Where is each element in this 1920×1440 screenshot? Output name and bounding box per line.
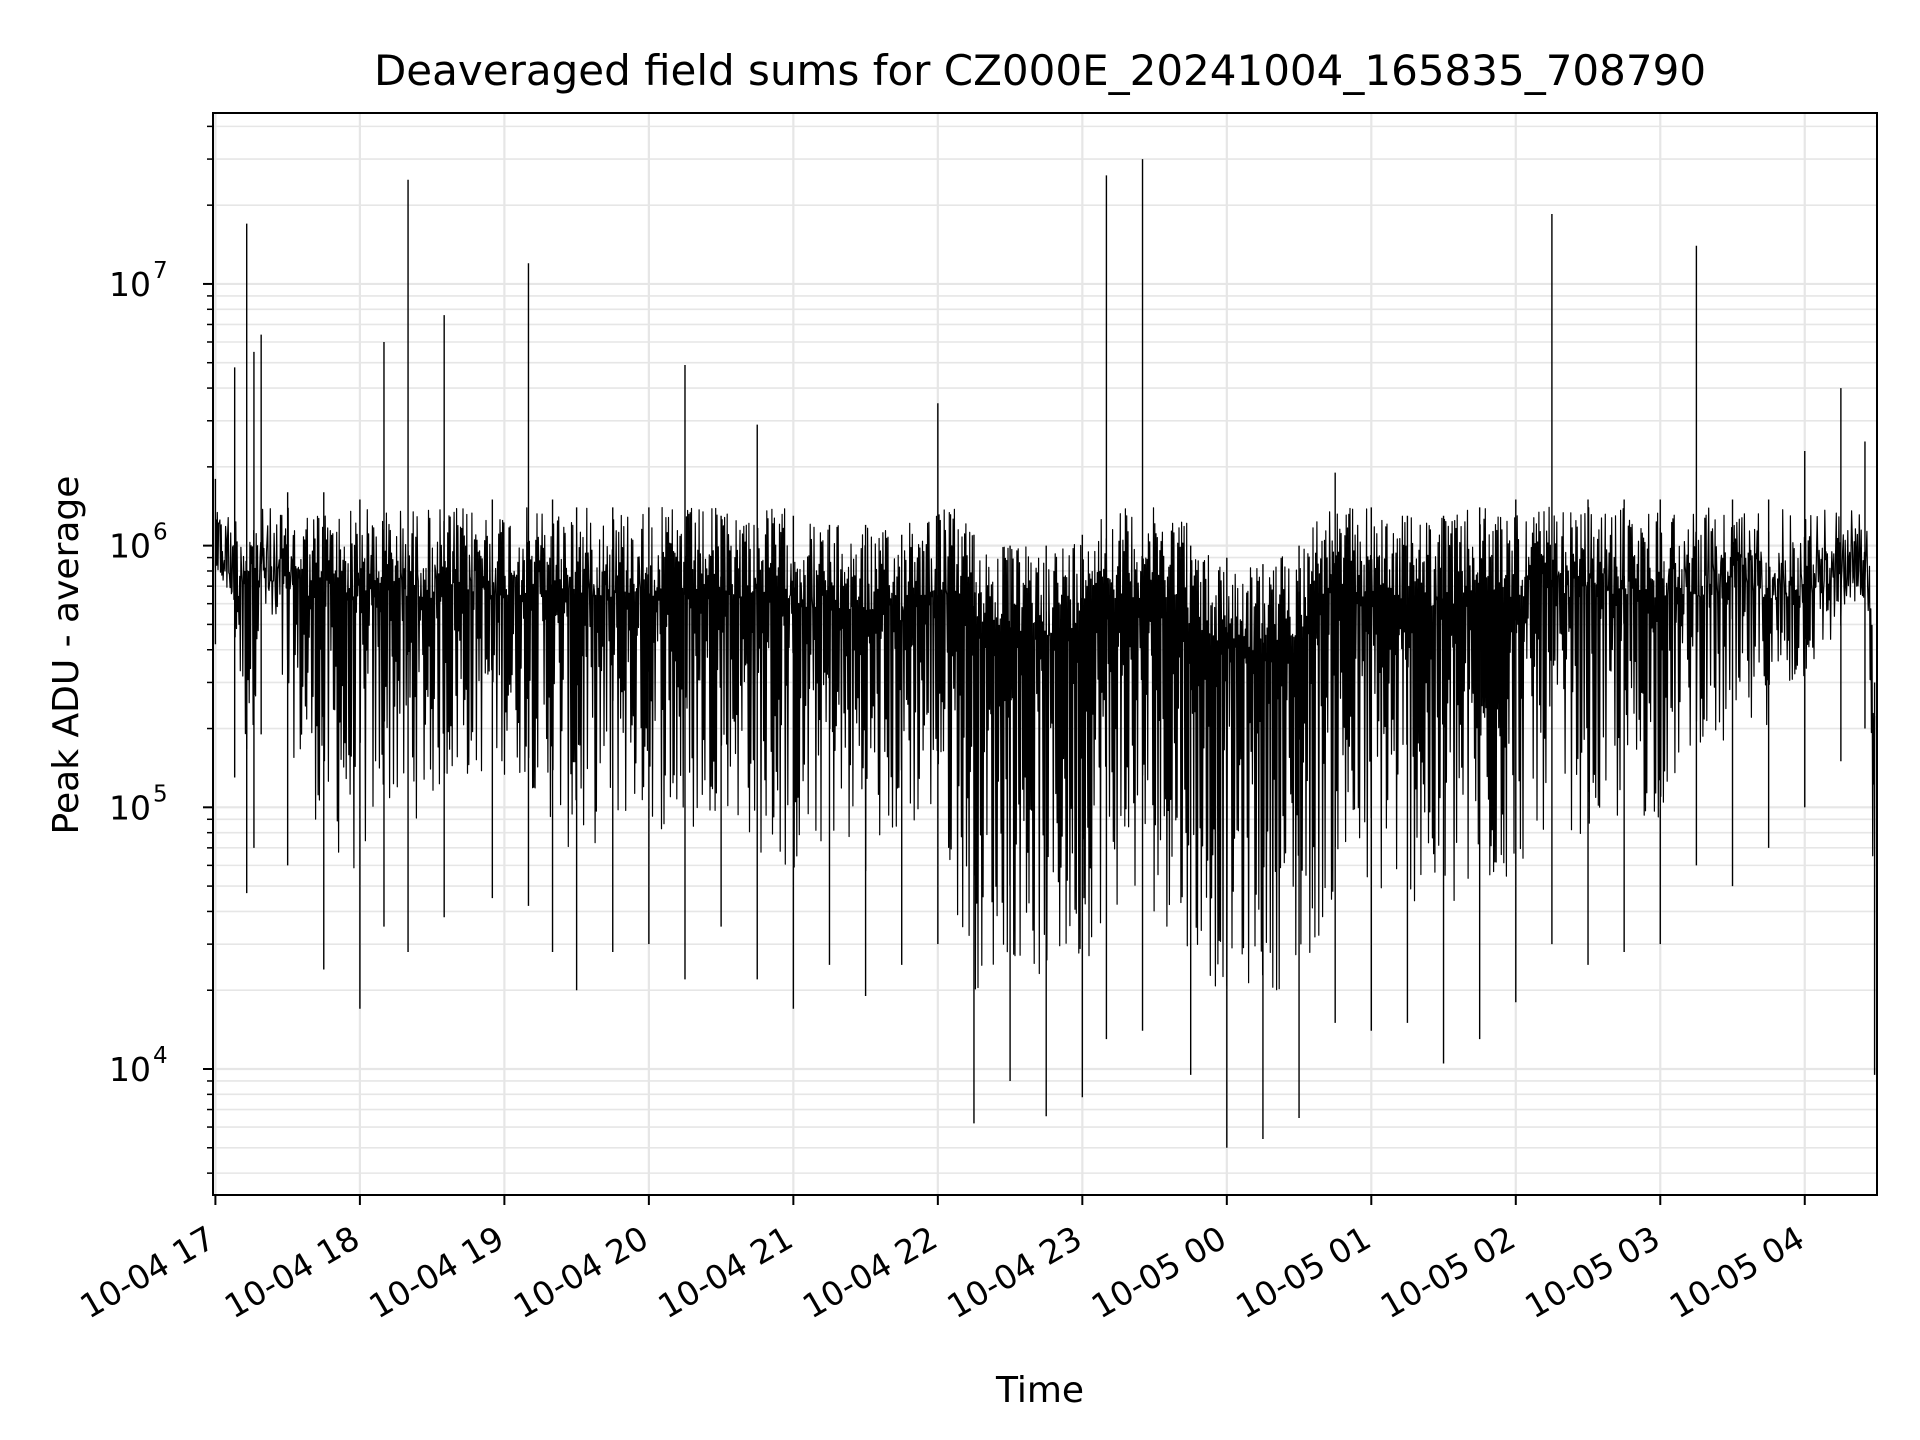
y-tick-label: 10 (109, 788, 151, 827)
y-axis-label: Peak ADU - average (46, 476, 87, 835)
chart-title: Deaveraged field sums for CZ000E_2024100… (374, 46, 1706, 95)
y-tick-exponent: 7 (153, 258, 168, 284)
x-axis-label: Time (995, 1370, 1084, 1411)
data-series (214, 159, 1876, 1148)
plot-frame (212, 112, 1878, 1196)
y-tick-label: 10 (109, 265, 151, 304)
y-tick-exponent: 6 (153, 520, 168, 546)
y-tick-label: 10 (109, 527, 151, 566)
y-tick-exponent: 5 (153, 781, 168, 807)
y-tick-label: 10 (109, 1050, 151, 1089)
y-tick-exponent: 4 (153, 1043, 168, 1069)
